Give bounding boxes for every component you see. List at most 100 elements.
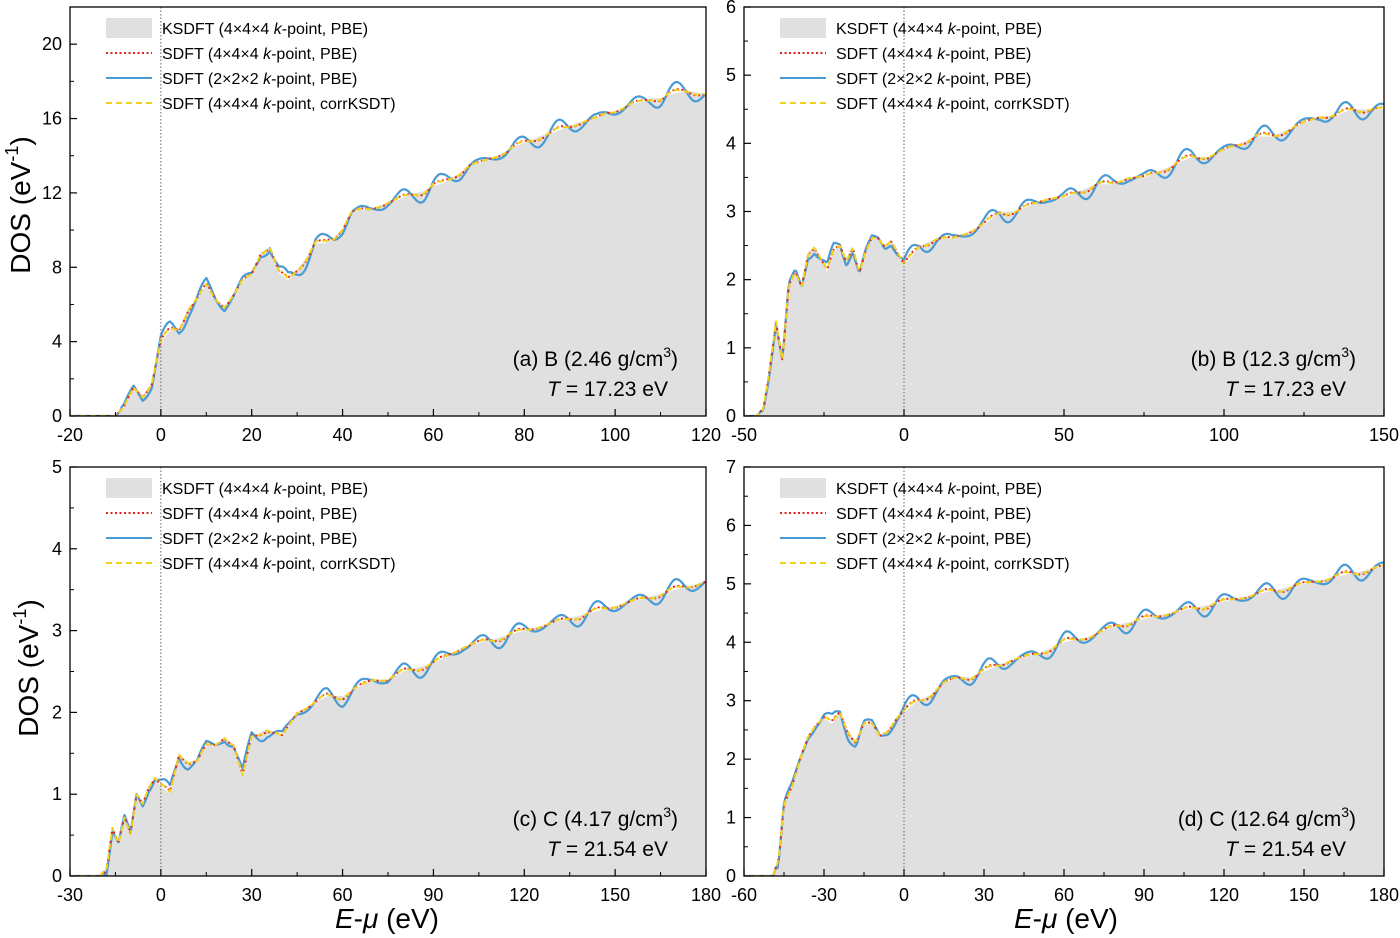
x-tick-label: -20 [57,425,83,445]
x-tick-label: -60 [731,885,757,905]
y-tick-label: 0 [726,406,736,426]
y-tick-label: 6 [726,0,736,17]
x-tick-label: 90 [1134,885,1154,905]
series-line-sdft-corrksdt [744,564,1384,876]
legend-swatch-ksdft [780,478,826,498]
x-tick-label: 60 [423,425,443,445]
y-tick-label: 5 [52,457,62,477]
y-axis-label-bottom: DOS (eV-1) [10,599,44,736]
x-tick-label: 180 [1369,885,1399,905]
x-tick-label: 100 [1209,425,1239,445]
y-tick-label: 0 [52,866,62,886]
legend-label-sdft222: SDFT (2×2×2 k-point, PBE) [836,531,1031,548]
y-tick-label: 1 [726,808,736,828]
y-tick-label: 6 [726,515,736,535]
legend-swatch-ksdft [780,18,826,38]
panel-annotation-temperature: T = 17.23 eV [1225,378,1346,401]
x-tick-label: 60 [333,885,353,905]
panel-annotation-temperature: T = 21.54 eV [547,838,668,861]
y-tick-label: 3 [726,202,736,222]
y-tick-label: 4 [726,632,736,652]
series-line-sdft-corrksdt [744,106,1384,416]
x-tick-label: 150 [600,885,630,905]
legend-label-ksdft: KSDFT (4×4×4 k-point, PBE) [836,21,1042,38]
series-line-sdft-2x2x2 [744,561,1384,876]
y-tick-label: 3 [726,691,736,711]
x-tick-label: 0 [156,425,166,445]
legend: KSDFT (4×4×4 k-point, PBE) SDFT (4×4×4 k-… [106,18,396,113]
panel-annotation-temperature: T = 17.23 eV [547,378,668,401]
x-tick-label: 20 [242,425,262,445]
x-tick-label: 120 [509,885,539,905]
y-tick-label: 3 [52,621,62,641]
legend: KSDFT (4×4×4 k-point, PBE) SDFT (4×4×4 k-… [780,18,1070,113]
ksdft-area [744,109,1384,416]
y-tick-label: 7 [726,457,736,477]
legend-label-corr: SDFT (4×4×4 k-point, corrKSDT) [162,96,396,113]
y-tick-label: 20 [42,34,62,54]
y-tick-label: 2 [726,749,736,769]
y-tick-label: 5 [726,65,736,85]
x-tick-label: 90 [423,885,443,905]
panel-annotation-material: (b) B (12.3 g/cm3) [1191,344,1356,371]
y-tick-label: 2 [52,702,62,722]
y-axis-label-top: DOS (eV-1) [2,136,36,273]
plot-area [70,80,706,416]
x-axis-label-right: E-μ (eV) [1014,903,1118,934]
ksdft-area [744,566,1384,876]
legend-label-ksdft: KSDFT (4×4×4 k-point, PBE) [162,481,368,498]
legend-label-sdft222: SDFT (2×2×2 k-point, PBE) [162,531,357,548]
legend-label-sdft444: SDFT (4×4×4 k-point, PBE) [836,46,1031,63]
panel-annotation-material: (c) C (4.17 g/cm3) [513,804,678,831]
x-tick-label: 30 [242,885,262,905]
ksdft-area [70,90,706,416]
legend-label-corr: SDFT (4×4×4 k-point, corrKSDT) [836,556,1070,573]
legend-label-ksdft: KSDFT (4×4×4 k-point, PBE) [162,21,368,38]
x-tick-label: 60 [1054,885,1074,905]
y-tick-label: 4 [52,332,62,352]
panel-annotation-material: (a) B (2.46 g/cm3) [513,344,678,371]
legend-label-sdft222: SDFT (2×2×2 k-point, PBE) [836,71,1031,88]
legend-label-corr: SDFT (4×4×4 k-point, corrKSDT) [162,556,396,573]
x-tick-label: 100 [600,425,630,445]
y-tick-label: 5 [726,574,736,594]
plot-area [70,578,706,876]
y-tick-label: 12 [42,183,62,203]
y-tick-label: 0 [726,866,736,886]
legend-label-sdft444: SDFT (4×4×4 k-point, PBE) [162,506,357,523]
legend-label-corr: SDFT (4×4×4 k-point, corrKSDT) [836,96,1070,113]
y-tick-label: 2 [726,270,736,290]
plot-area [744,561,1384,876]
y-tick-label: 16 [42,109,62,129]
x-tick-label: 0 [899,885,909,905]
x-tick-label: 0 [156,885,166,905]
legend-label-ksdft: KSDFT (4×4×4 k-point, PBE) [836,481,1042,498]
x-tick-label: -50 [731,425,757,445]
x-tick-label: 120 [691,425,721,445]
ksdft-area [70,581,706,876]
x-tick-label: -30 [811,885,837,905]
panel-annotation-temperature: T = 21.54 eV [1225,838,1346,861]
legend-swatch-ksdft [106,478,152,498]
series-line-sdft-4x4x4 [70,580,706,876]
x-axis-label-left: E-μ (eV) [335,903,439,934]
x-tick-label: 40 [333,425,353,445]
y-tick-label: 1 [52,784,62,804]
x-tick-label: 30 [974,885,994,905]
legend-label-sdft444: SDFT (4×4×4 k-point, PBE) [162,46,357,63]
plot-area [744,101,1384,416]
y-tick-label: 8 [52,257,62,277]
legend-label-sdft444: SDFT (4×4×4 k-point, PBE) [836,506,1031,523]
y-tick-label: 1 [726,338,736,358]
legend-swatch-ksdft [106,18,152,38]
series-line-sdft-corrksdt [70,89,706,416]
legend: KSDFT (4×4×4 k-point, PBE) SDFT (4×4×4 k-… [106,478,396,573]
chart-panel-d: -60 -30 0 30 60 90 120 150 180 0 1 2 3 4 5 6 7 KSDFT (4×4… [726,457,1399,905]
x-tick-label: 150 [1369,425,1399,445]
x-tick-label: -30 [57,885,83,905]
y-tick-label: 4 [52,539,62,559]
